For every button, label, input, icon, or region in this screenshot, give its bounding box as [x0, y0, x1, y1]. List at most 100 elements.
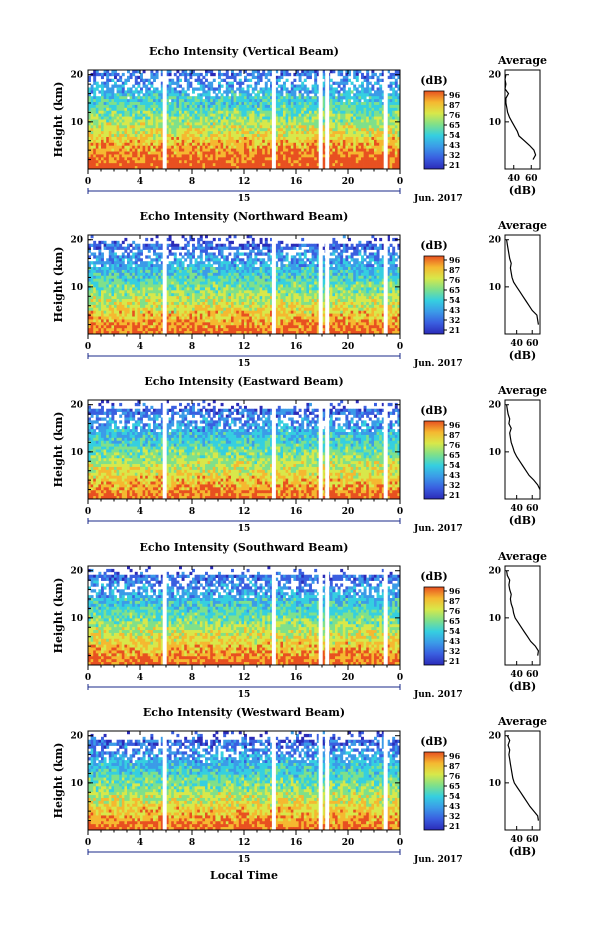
- heatmap-cell: [311, 246, 315, 250]
- heatmap-cell: [150, 93, 154, 97]
- heatmap-cell: [254, 102, 258, 106]
- heatmap-cell: [280, 75, 284, 80]
- heatmap-cell: [90, 261, 94, 265]
- heatmap-cell: [371, 93, 375, 97]
- heatmap-cell: [309, 139, 312, 144]
- heatmap-cell: [257, 125, 260, 129]
- heatmap-cell: [98, 148, 102, 152]
- heatmap-cell: [116, 84, 120, 88]
- heatmap-cell: [309, 136, 312, 141]
- heatmap-cell: [394, 70, 398, 74]
- heatmap-cell: [348, 107, 351, 112]
- heatmap-cell: [212, 110, 216, 115]
- heatmap-cell: [179, 252, 182, 256]
- heatmap-cell: [329, 246, 333, 250]
- heatmap-cell: [361, 113, 364, 117]
- heatmap-cell: [277, 99, 281, 103]
- heatmap-cell: [111, 246, 115, 250]
- heatmap-cell: [233, 78, 237, 82]
- heatmap-cell: [171, 166, 175, 170]
- colorbar: [423, 90, 445, 170]
- heatmap-cell: [186, 269, 190, 274]
- heatmap-cell: [189, 128, 193, 132]
- heatmap-cell: [153, 148, 156, 152]
- heatmap-cell: [392, 81, 396, 85]
- heatmap-cell: [166, 255, 169, 259]
- heatmap-cell: [251, 243, 255, 247]
- heatmap-cell: [322, 142, 325, 147]
- heatmap-cell: [197, 267, 201, 271]
- heatmap-cell: [103, 110, 107, 115]
- heatmap-cell: [246, 243, 250, 247]
- heatmap-cell: [257, 166, 260, 170]
- heatmap-cell: [270, 255, 273, 259]
- heatmap-cell: [316, 267, 320, 271]
- heatmap-cell: [140, 163, 143, 167]
- heatmap-cell: [371, 255, 375, 259]
- heatmap-cell: [246, 93, 250, 97]
- heatmap-cell: [361, 139, 364, 144]
- heatmap-cell: [179, 151, 182, 155]
- heatmap-cell: [145, 267, 149, 271]
- heatmap-cell: [335, 157, 338, 161]
- heatmap-cell: [231, 136, 234, 141]
- heatmap-cell: [280, 87, 284, 91]
- heatmap-cell: [355, 116, 359, 120]
- heatmap-cell: [392, 151, 396, 155]
- heatmap-cell: [134, 246, 138, 250]
- heatmap-cell: [355, 104, 359, 109]
- heatmap-cell: [368, 145, 372, 149]
- heatmap-cell: [381, 255, 385, 259]
- heatmap-cell: [103, 272, 107, 277]
- heatmap-cell: [353, 110, 357, 115]
- heatmap-cell: [363, 107, 367, 112]
- heatmap-cell: [116, 275, 120, 280]
- heatmap-cell: [181, 90, 185, 94]
- heatmap-cell: [192, 243, 195, 247]
- heatmap-cell: [90, 134, 94, 138]
- heatmap-cell: [311, 154, 315, 158]
- heatmap-cell: [116, 160, 120, 164]
- heatmap-cell: [392, 148, 396, 152]
- heatmap-cell: [134, 166, 138, 170]
- heatmap-cell: [298, 116, 302, 120]
- heatmap-cell: [335, 269, 338, 274]
- heatmap-cell: [212, 90, 216, 94]
- heatmap-cell: [298, 157, 302, 161]
- heatmap-cell: [106, 272, 110, 277]
- heatmap-cell: [114, 261, 117, 265]
- heatmap-cell: [270, 246, 273, 250]
- heatmap-cell: [374, 113, 377, 117]
- heatmap-cell: [283, 258, 286, 262]
- heatmap-cell: [189, 235, 193, 239]
- heatmap-cell: [233, 148, 237, 152]
- heatmap-cell: [228, 90, 232, 94]
- heatmap-cell: [168, 72, 172, 77]
- heatmap-cell: [173, 261, 177, 265]
- heatmap-cell: [361, 125, 364, 129]
- heatmap-cell: [329, 261, 333, 265]
- heatmap-cell: [189, 237, 193, 242]
- heatmap-cell: [119, 116, 123, 120]
- heatmap-cell: [397, 96, 401, 100]
- heatmap-cell: [111, 84, 115, 88]
- heatmap-cell: [155, 240, 159, 245]
- heatmap-cell: [363, 252, 367, 256]
- heatmap-cell: [179, 166, 182, 170]
- heatmap-cell: [101, 131, 104, 135]
- heatmap-cell: [197, 145, 201, 149]
- heatmap-cell: [251, 269, 255, 274]
- heatmap-cell: [342, 84, 346, 88]
- heatmap-cell: [350, 110, 354, 115]
- heatmap-cell: [270, 125, 273, 129]
- heatmap-cell: [93, 75, 97, 80]
- heatmap-cell: [340, 81, 344, 85]
- heatmap-cell: [285, 148, 289, 152]
- heatmap-cell: [267, 99, 271, 103]
- heatmap-cell: [301, 160, 305, 164]
- heatmap-cell: [397, 113, 401, 117]
- heatmap-cell: [374, 119, 377, 123]
- heatmap-cell: [158, 275, 162, 280]
- heatmap-cell: [210, 243, 214, 247]
- heatmap-cell: [267, 70, 271, 74]
